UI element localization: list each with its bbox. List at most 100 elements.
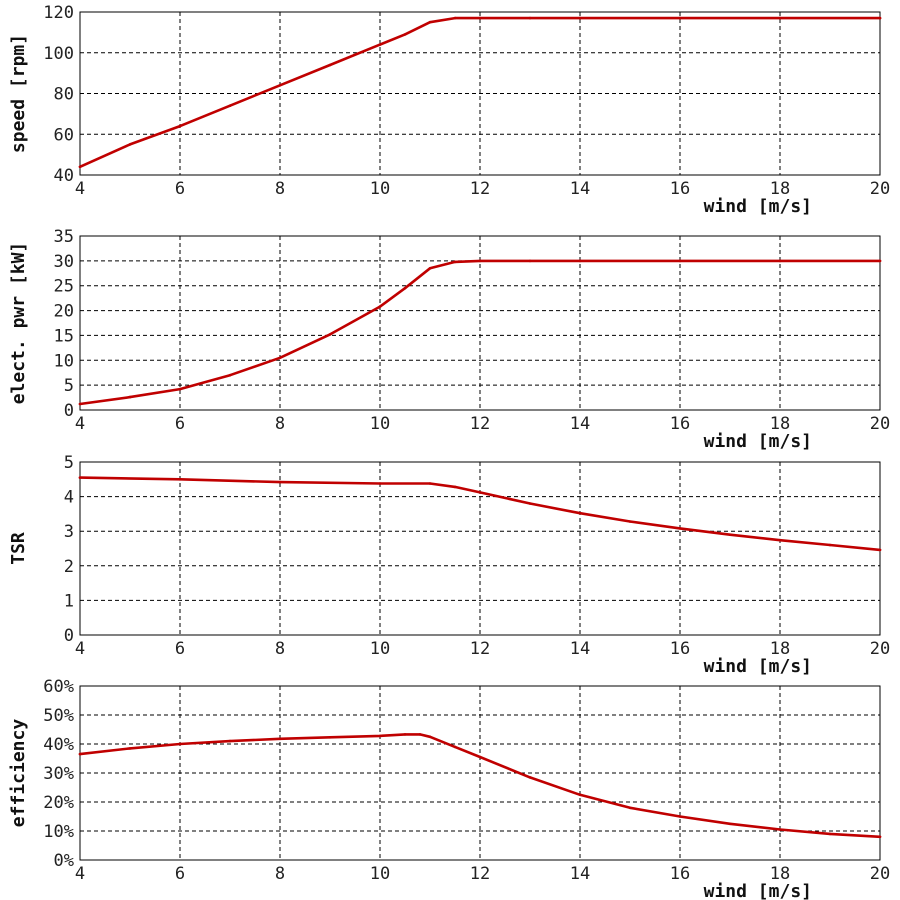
x-tick-label: 8	[275, 179, 285, 199]
y-axis-label: elect. pwr [kW]	[8, 242, 29, 405]
x-tick-label: 6	[175, 414, 185, 434]
data-point	[528, 776, 532, 779]
y-tick-label: 10	[54, 351, 74, 371]
y-tick-label: 60%	[43, 677, 74, 697]
y-tick-label: 4	[64, 488, 74, 508]
data-point	[403, 733, 407, 736]
x-tick-label: 14	[570, 864, 590, 884]
data-point	[453, 485, 457, 489]
data-point	[128, 747, 132, 750]
x-tick-label: 16	[670, 639, 690, 659]
data-point	[378, 43, 382, 46]
data-point	[478, 16, 482, 20]
data-point	[128, 143, 132, 146]
x-tick-label: 18	[770, 179, 790, 199]
chart-panel-2: 4 6 8 10 12 14 16 18 20 0 5 10 15 20 25 30 35 wind [m/s] e…	[8, 227, 890, 452]
data-point	[678, 527, 682, 530]
y-tick-label: 25	[54, 277, 74, 297]
data-point	[778, 828, 782, 831]
data-point	[78, 752, 82, 756]
data-point	[678, 259, 682, 263]
y-tick-label: 50%	[43, 706, 74, 726]
x-tick-label: 4	[75, 179, 85, 199]
x-tick-label: 8	[275, 864, 285, 884]
data-point	[378, 734, 382, 738]
data-point	[578, 259, 582, 263]
data-point	[828, 543, 832, 547]
data-point	[403, 33, 407, 36]
x-tick-label: 20	[870, 864, 890, 884]
x-tick-label: 18	[770, 414, 790, 434]
x-tick-label: 16	[670, 414, 690, 434]
data-point	[578, 16, 582, 20]
y-tick-label: 0%	[54, 851, 74, 871]
data-point	[628, 520, 632, 523]
plot-frame	[79, 685, 881, 861]
y-tick-label: 15	[54, 326, 74, 346]
data-point	[328, 333, 332, 336]
data-point	[128, 395, 132, 399]
x-tick-label: 8	[275, 414, 285, 434]
data-point	[778, 259, 782, 263]
x-tick-label: 20	[870, 414, 890, 434]
series-line	[78, 259, 882, 406]
y-tick-label: 5	[64, 453, 74, 473]
data-point	[478, 259, 482, 263]
y-tick-label: 60	[54, 125, 74, 145]
y-tick-label: 20	[54, 302, 74, 322]
series-line	[78, 733, 882, 839]
data-point	[728, 822, 732, 826]
data-point	[178, 387, 182, 391]
x-tick-label: 18	[770, 639, 790, 659]
y-tick-label: 40	[54, 166, 74, 186]
x-axis-label: wind [m/s]	[704, 196, 812, 217]
plot-frame	[79, 461, 881, 636]
y-tick-label: 0	[64, 626, 74, 646]
data-point	[403, 286, 407, 290]
data-point	[328, 63, 332, 67]
data-point	[478, 755, 482, 759]
y-axis-label: speed [rpm]	[8, 34, 29, 153]
x-tick-label: 16	[670, 179, 690, 199]
data-point	[678, 815, 682, 818]
data-point	[78, 165, 82, 169]
data-point	[628, 806, 632, 810]
x-tick-label: 12	[470, 639, 490, 659]
x-tick-label: 14	[570, 179, 590, 199]
data-point	[178, 124, 182, 128]
y-tick-label: 0	[64, 401, 74, 421]
plot-frame	[79, 11, 881, 176]
data-point	[528, 259, 532, 263]
x-tick-label: 4	[75, 639, 85, 659]
data-point	[278, 84, 282, 87]
y-tick-label: 35	[54, 227, 74, 247]
x-tick-label: 6	[175, 179, 185, 199]
x-tick-label: 12	[470, 864, 490, 884]
x-tick-label: 10	[370, 179, 390, 199]
data-point	[328, 736, 332, 739]
x-tick-label: 6	[175, 639, 185, 659]
x-tick-label: 16	[670, 864, 690, 884]
y-tick-label: 30	[54, 252, 74, 272]
series-line	[78, 16, 882, 169]
data-point	[678, 16, 682, 20]
data-point	[278, 480, 282, 484]
data-point	[278, 356, 282, 360]
data-point	[278, 737, 282, 741]
data-point	[878, 16, 882, 20]
data-point	[478, 491, 482, 494]
data-point	[528, 502, 532, 505]
y-tick-label: 40%	[43, 735, 74, 755]
data-point	[178, 478, 182, 481]
data-point	[878, 548, 882, 552]
y-tick-label: 10%	[43, 822, 74, 842]
data-point	[528, 16, 532, 20]
y-tick-label: 120	[43, 3, 74, 23]
x-tick-label: 14	[570, 639, 590, 659]
data-point	[178, 742, 182, 746]
data-point	[878, 835, 882, 839]
plot-frame	[79, 235, 881, 411]
x-tick-label: 6	[175, 864, 185, 884]
data-point	[428, 735, 432, 739]
